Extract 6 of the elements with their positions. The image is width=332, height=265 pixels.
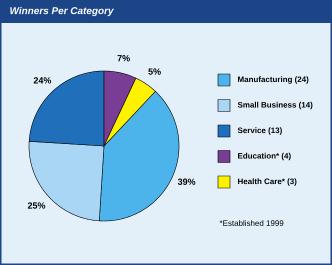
data-label: 5% [148,68,161,75]
data-label: 24% [34,77,52,84]
chart-title: Winners Per Category [10,6,114,16]
data-label: 7% [118,55,130,62]
data-label: 39% [178,178,196,185]
data-label: 25% [28,202,46,209]
